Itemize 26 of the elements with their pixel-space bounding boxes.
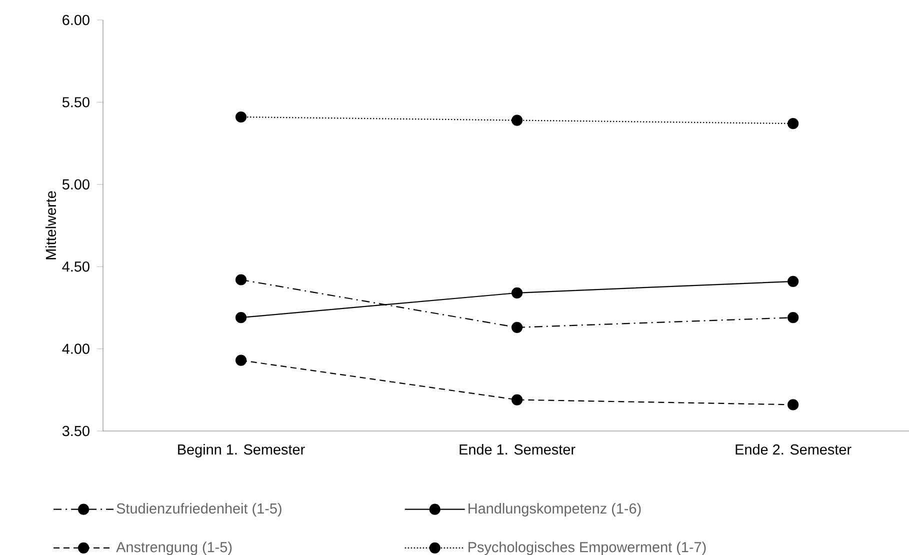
point — [235, 274, 247, 286]
legend-label: Studienzufriedenheit (1-5) — [116, 502, 282, 516]
point — [788, 399, 799, 410]
legend-label: Psychologisches Empowerment (1-7) — [468, 542, 706, 555]
point — [788, 312, 799, 324]
y-axis-title: Mittelwerte — [45, 191, 56, 260]
point — [235, 354, 247, 366]
y-tick-label: 6.00 — [62, 14, 90, 26]
point — [235, 312, 247, 324]
point — [511, 114, 523, 126]
x-tick-label: Ende 1. Semester — [460, 444, 576, 455]
point — [511, 322, 523, 333]
point — [235, 111, 247, 123]
y-tick-label: 3.50 — [62, 426, 90, 436]
point — [788, 118, 799, 130]
legend-label: Handlungskompetenz (1-6) — [468, 502, 641, 516]
y-tick-label: 4.00 — [62, 344, 90, 354]
y-tick-label: 5.00 — [62, 179, 90, 190]
point — [511, 287, 523, 298]
y-tick-label: 5.50 — [62, 97, 90, 108]
x-tick-label: Beginn 1. Semester — [178, 444, 305, 458]
y-tick-label: 4.50 — [62, 261, 90, 272]
point — [511, 394, 523, 406]
point — [788, 276, 799, 287]
x-tick-label: Ende 2. Semester — [736, 444, 852, 455]
legend-label: Anstrengung (1-5) — [116, 542, 232, 555]
